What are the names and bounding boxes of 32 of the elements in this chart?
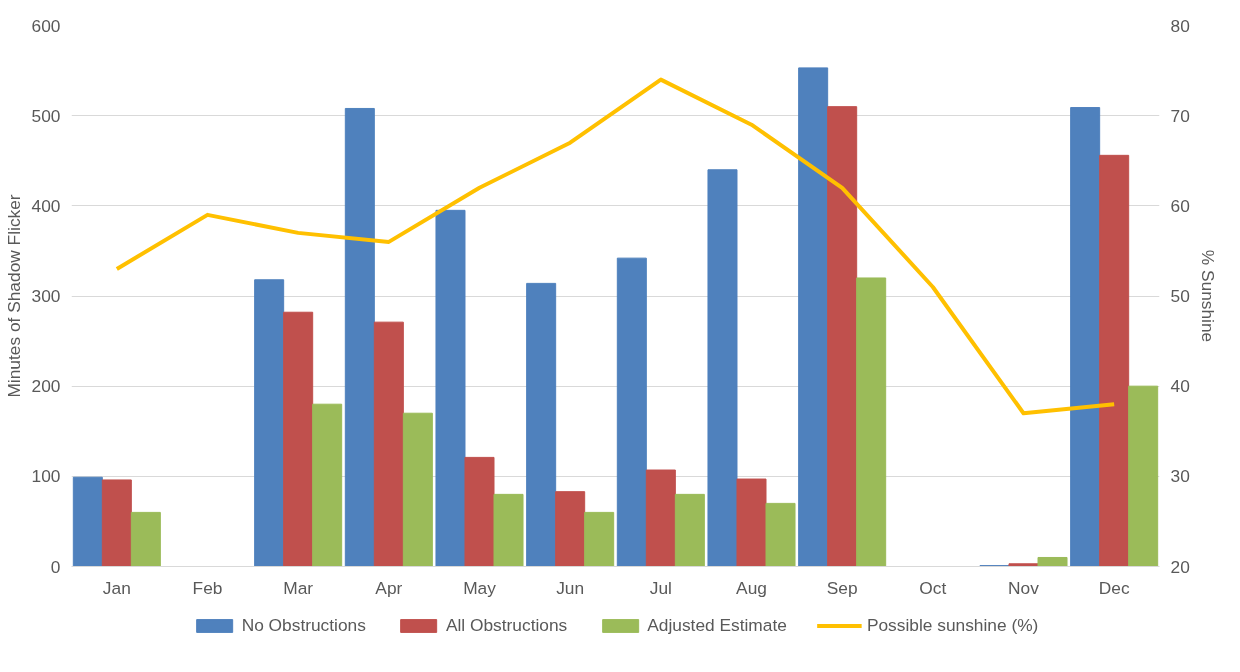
x-tick-label: Jan (102, 577, 131, 598)
x-tick-label: Mar (283, 577, 314, 598)
y2-tick-label: 40 (1170, 376, 1190, 397)
x-tick-label: Sep (826, 577, 858, 598)
y-tick-label: 100 (31, 466, 61, 487)
y-tick-label: 200 (31, 376, 61, 397)
x-tick-label: Apr (375, 577, 403, 598)
y2-tick-label: 50 (1170, 286, 1190, 306)
x-tick-label: May (463, 577, 497, 598)
y-tick-label: 500 (31, 105, 61, 126)
y2-axis-title: % Sunshine (1197, 249, 1218, 343)
x-tick-label: Feb (192, 577, 223, 598)
legend-label: Possible sunshine (%) (866, 614, 1039, 636)
x-tick-label: Jul (649, 577, 672, 598)
legend-label: No Obstructions (241, 614, 366, 636)
legend-label: Adjusted Estimate (647, 614, 787, 636)
y2-tick-label: 60 (1170, 195, 1190, 216)
x-tick-label: Oct (919, 577, 947, 598)
x-tick-label: Jun (556, 577, 585, 598)
y2-tick-label: 80 (1170, 15, 1190, 36)
legend-label: All Obstructions (445, 614, 568, 636)
y-tick-label: 300 (31, 286, 61, 306)
y-axis-title: Minutes of Shadow Flicker (3, 194, 24, 398)
x-tick-label: Nov (1008, 577, 1040, 598)
x-tick-label: Aug (736, 577, 767, 598)
y-tick-label: 600 (31, 15, 61, 36)
y2-tick-label: 20 (1170, 556, 1190, 577)
y-tick-label: 400 (31, 195, 61, 216)
x-tick-label: Dec (1098, 577, 1130, 598)
y2-tick-label: 30 (1170, 466, 1190, 487)
y-tick-label: 0 (50, 556, 61, 577)
y2-tick-label: 70 (1170, 105, 1190, 126)
